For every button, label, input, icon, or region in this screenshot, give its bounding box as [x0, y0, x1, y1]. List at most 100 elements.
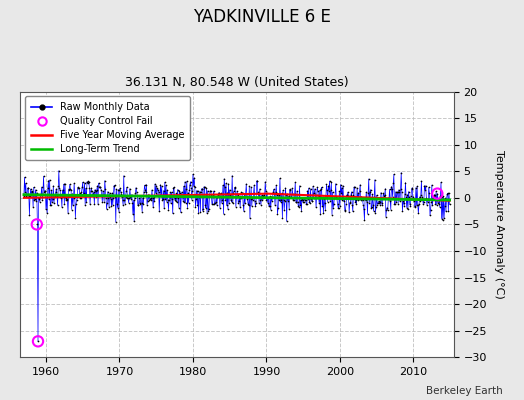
Point — [226, 192, 235, 198]
Point — [128, 200, 137, 206]
Point — [181, 179, 189, 185]
Point — [236, 194, 245, 201]
Point — [130, 195, 139, 202]
Point — [263, 197, 271, 204]
Point — [298, 196, 306, 202]
Point — [170, 184, 178, 190]
Point — [177, 209, 185, 216]
Point — [300, 198, 308, 205]
Point — [184, 200, 193, 206]
Point — [314, 188, 322, 194]
Point — [230, 188, 238, 194]
Point — [118, 194, 126, 200]
Point — [193, 201, 201, 208]
Point — [256, 186, 264, 192]
Point — [50, 194, 59, 201]
Point — [22, 193, 30, 199]
Point — [301, 197, 310, 203]
Point — [276, 175, 284, 182]
Point — [337, 190, 345, 196]
Point — [221, 196, 230, 203]
Point — [349, 192, 357, 198]
Point — [258, 192, 267, 199]
Point — [228, 200, 237, 206]
Point — [353, 185, 361, 191]
Point — [404, 206, 412, 212]
Point — [362, 189, 370, 195]
Point — [40, 188, 48, 195]
Point — [180, 183, 188, 190]
Point — [410, 204, 419, 210]
Point — [242, 191, 250, 197]
Point — [258, 197, 266, 203]
Point — [51, 189, 60, 195]
Point — [261, 178, 269, 185]
Point — [376, 198, 384, 205]
Point — [296, 202, 304, 208]
Point — [308, 198, 316, 204]
Point — [114, 186, 123, 193]
Point — [418, 194, 426, 200]
Point — [417, 192, 425, 198]
Point — [155, 208, 163, 214]
Point — [178, 189, 186, 195]
Point — [428, 182, 436, 188]
Point — [137, 200, 146, 206]
Point — [107, 203, 116, 210]
Point — [322, 193, 330, 199]
Point — [192, 196, 200, 202]
Point — [297, 208, 305, 214]
Point — [388, 194, 397, 200]
Point — [369, 202, 377, 208]
Point — [125, 200, 133, 206]
Point — [234, 200, 243, 206]
Point — [219, 182, 227, 188]
Point — [38, 184, 46, 190]
Point — [25, 192, 33, 199]
Point — [29, 204, 37, 210]
Point — [244, 200, 252, 207]
Point — [372, 209, 380, 216]
Point — [205, 192, 214, 199]
Point — [340, 198, 348, 205]
Point — [169, 185, 178, 191]
Point — [56, 187, 64, 194]
Point — [399, 198, 407, 205]
Point — [270, 186, 278, 192]
Point — [242, 181, 250, 187]
Point — [157, 193, 165, 200]
Point — [204, 207, 212, 214]
Point — [326, 187, 335, 194]
Point — [47, 202, 55, 208]
Point — [307, 196, 315, 203]
Point — [379, 190, 388, 196]
Point — [170, 196, 179, 203]
Point — [187, 185, 195, 191]
Point — [294, 204, 303, 210]
Point — [391, 201, 399, 208]
Point — [203, 210, 211, 216]
Point — [424, 184, 433, 191]
Point — [162, 198, 171, 205]
Point — [96, 184, 104, 190]
Point — [331, 192, 339, 199]
Point — [199, 206, 208, 212]
Point — [146, 196, 154, 203]
Point — [232, 194, 241, 200]
Point — [312, 204, 320, 210]
Point — [276, 199, 285, 205]
Point — [21, 180, 30, 186]
Point — [442, 208, 450, 215]
Point — [94, 180, 103, 186]
Title: 36.131 N, 80.548 W (United States): 36.131 N, 80.548 W (United States) — [125, 76, 349, 89]
Point — [370, 177, 379, 183]
Point — [184, 190, 192, 196]
Point — [162, 182, 170, 188]
Point — [368, 191, 377, 198]
Point — [83, 179, 91, 185]
Point — [321, 206, 330, 213]
Point — [443, 191, 451, 198]
Point — [413, 201, 422, 208]
Y-axis label: Temperature Anomaly (°C): Temperature Anomaly (°C) — [494, 150, 504, 299]
Point — [172, 198, 180, 204]
